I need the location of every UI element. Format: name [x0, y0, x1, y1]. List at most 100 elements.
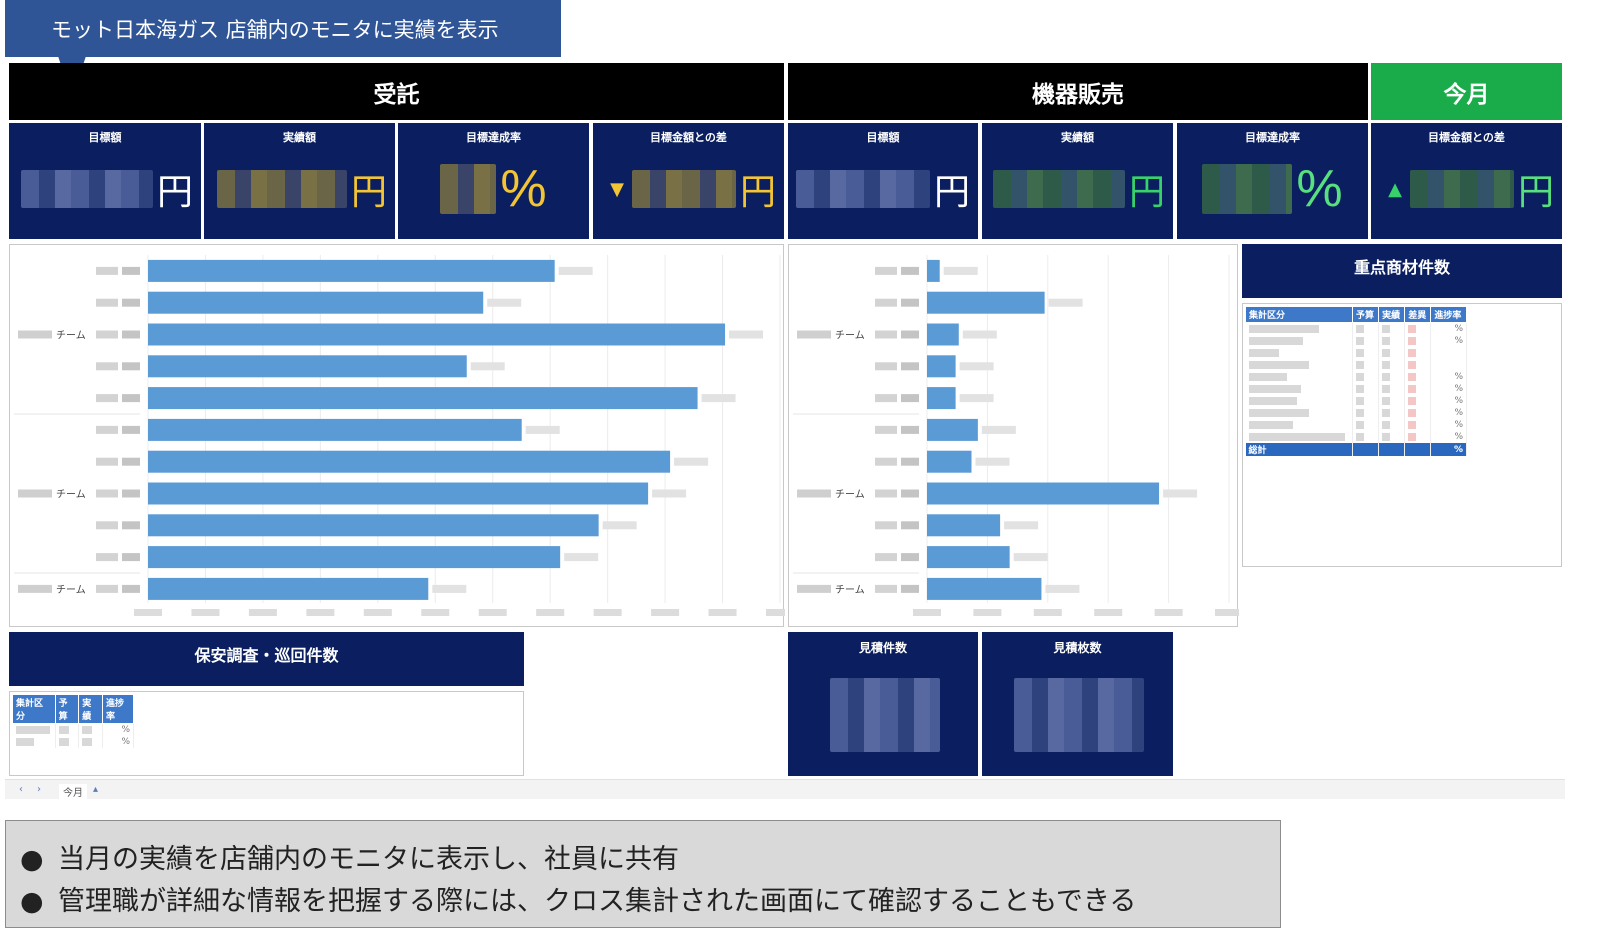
- bar[interactable]: [148, 355, 467, 378]
- sheet-tab-this-month[interactable]: 今月: [59, 784, 87, 799]
- table-row: [1245, 347, 1467, 359]
- key-items-header: 重点商材件数: [1242, 244, 1562, 298]
- masked-tick-label: [536, 609, 565, 616]
- kpi-label: 目標額: [866, 131, 900, 144]
- kpi-consign-rate: 目標達成率 %: [398, 123, 589, 239]
- panel-title: 保安調査・巡回件数: [194, 646, 339, 665]
- bar[interactable]: [927, 546, 1010, 569]
- bar[interactable]: [148, 577, 429, 600]
- masked-category-label: [122, 521, 140, 530]
- masked-data-label: [1163, 489, 1198, 498]
- section-header-equipment: 機器販売: [788, 63, 1368, 120]
- bar[interactable]: [927, 450, 972, 473]
- kpi-label: 実績額: [283, 131, 316, 144]
- masked-category-label: [875, 330, 897, 339]
- masked-group-label: [18, 330, 52, 339]
- masked-value: [1014, 678, 1144, 752]
- bar[interactable]: [148, 291, 484, 314]
- bar[interactable]: [927, 355, 956, 378]
- group-label: チーム: [835, 584, 865, 596]
- bar[interactable]: [927, 418, 978, 441]
- kpi-equipment-diff: 目標金額との差 ▲ 円: [1371, 123, 1562, 239]
- kpi-consign-target: 目標額 円: [9, 123, 201, 239]
- bar[interactable]: [927, 514, 1001, 537]
- masked-category-label: [96, 266, 118, 275]
- masked-category-label: [96, 457, 118, 466]
- masked-data-label: [1013, 553, 1048, 562]
- bar[interactable]: [148, 387, 698, 410]
- masked-tick-label: [1094, 609, 1123, 616]
- masked-category-label: [122, 584, 140, 593]
- bar[interactable]: [927, 387, 956, 410]
- period-tab-this-month[interactable]: 今月: [1371, 63, 1562, 120]
- masked-category-label: [901, 489, 919, 498]
- masked-data-label: [701, 394, 736, 403]
- masked-data-label: [981, 425, 1016, 434]
- masked-category-label: [96, 521, 118, 530]
- bar[interactable]: [927, 482, 1160, 505]
- table-row: %: [1245, 395, 1467, 407]
- kpi-equipment-target: 目標額 円: [788, 123, 978, 239]
- col-header: 進捗率: [101, 694, 135, 724]
- estimates-count-tile: 見積件数: [788, 632, 978, 776]
- masked-category-label: [122, 362, 140, 371]
- prev-sheet-button[interactable]: ‹: [19, 784, 23, 795]
- estimates-sheets-tile: 見積枚数: [982, 632, 1173, 776]
- masked-value: [440, 164, 497, 214]
- col-header: 集計区分: [1245, 306, 1353, 323]
- table-row: %: [1245, 371, 1467, 383]
- table-total-row: 総計%: [1245, 443, 1467, 456]
- next-sheet-button[interactable]: ›: [37, 784, 41, 795]
- masked-category-label: [96, 362, 118, 371]
- bar[interactable]: [148, 546, 561, 569]
- bar[interactable]: [927, 291, 1045, 314]
- bar[interactable]: [148, 323, 726, 346]
- bar[interactable]: [927, 259, 940, 282]
- masked-group-label: [797, 489, 831, 498]
- kpi-label: 見積枚数: [1053, 641, 1102, 655]
- masked-value: [1409, 170, 1514, 208]
- masked-category-label: [96, 394, 118, 403]
- masked-category-label: [122, 553, 140, 562]
- masked-category-label: [96, 330, 118, 339]
- masked-category-label: [901, 457, 919, 466]
- bar[interactable]: [148, 418, 522, 441]
- masked-category-label: [901, 362, 919, 371]
- masked-data-label: [470, 362, 505, 371]
- masked-category-label: [96, 298, 118, 307]
- masked-category-label: [122, 266, 140, 275]
- notes-box: ● 当月の実績を店舗内のモニタに表示し、社員に共有 ● 管理職が詳細な情報を把握する…: [5, 820, 1281, 928]
- masked-category-label: [875, 584, 897, 593]
- masked-data-label: [729, 330, 764, 339]
- kpi-unit: %: [1296, 160, 1343, 218]
- masked-category-label: [875, 298, 897, 307]
- masked-tick-label: [306, 609, 335, 616]
- masked-category-label: [122, 394, 140, 403]
- masked-category-label: [901, 330, 919, 339]
- masked-category-label: [875, 553, 897, 562]
- kpi-equipment-rate: 目標達成率 %: [1177, 123, 1368, 239]
- up-arrow-icon: ▲: [1388, 178, 1402, 200]
- masked-data-label: [959, 394, 994, 403]
- group-label: チーム: [56, 330, 86, 342]
- kpi-unit: 円: [933, 171, 970, 212]
- masked-category-label: [875, 457, 897, 466]
- note-item: ● 当月の実績を店舗内のモニタに表示し、社員に共有: [20, 837, 679, 876]
- bar[interactable]: [148, 482, 649, 505]
- masked-tick-label: [248, 609, 277, 616]
- bar[interactable]: [927, 323, 959, 346]
- bar[interactable]: [148, 450, 671, 473]
- bar[interactable]: [148, 514, 599, 537]
- masked-tick-label: [1215, 609, 1239, 616]
- masked-tick-label: [363, 609, 392, 616]
- masked-value: [216, 170, 347, 208]
- key-items-table: 集計区分 予算 実績 差異 進捗率 %%%%%%%% 総計%: [1245, 306, 1467, 456]
- tab-menu-icon[interactable]: ▴: [93, 784, 99, 795]
- bar[interactable]: [148, 259, 555, 282]
- panel-title: 重点商材件数: [1353, 258, 1450, 277]
- bar[interactable]: [927, 577, 1042, 600]
- key-items-panel: 集計区分 予算 実績 差異 進捗率 %%%%%%%% 総計%: [1242, 303, 1562, 567]
- group-label: チーム: [835, 489, 865, 501]
- group-label: チーム: [56, 584, 86, 596]
